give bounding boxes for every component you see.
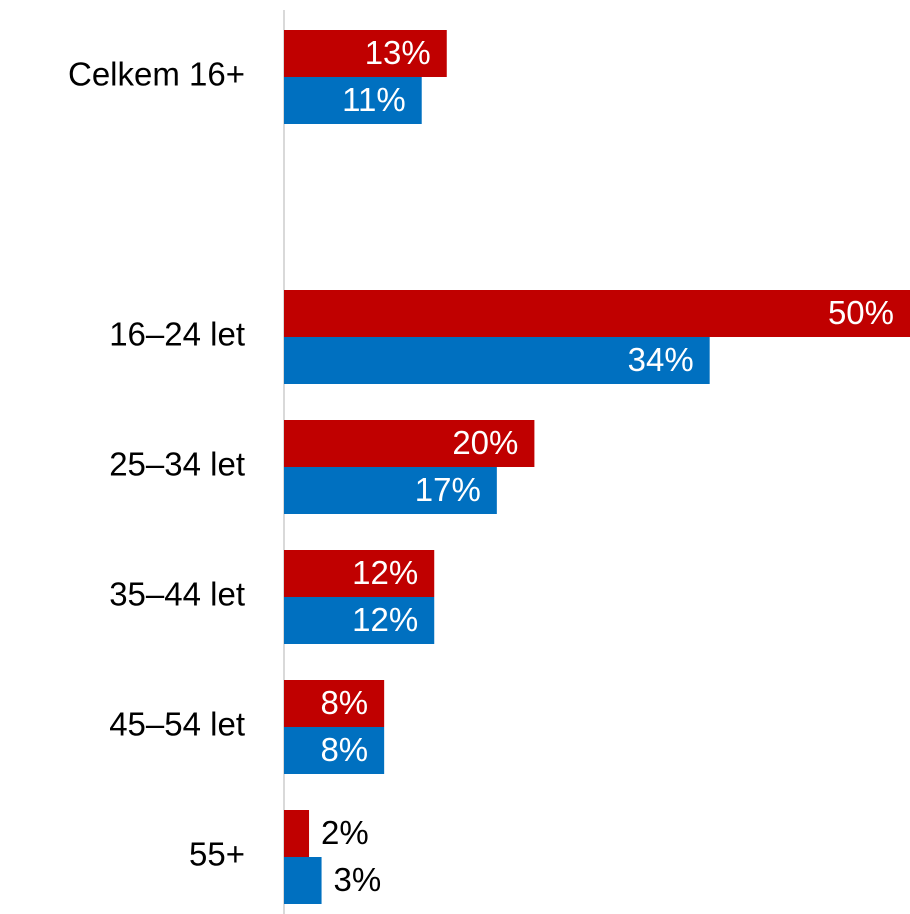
category-label: 55+: [189, 836, 245, 873]
value-label: 3%: [334, 861, 382, 898]
bar: [284, 420, 535, 467]
category-label: 25–34 let: [109, 446, 245, 483]
bar: [284, 77, 422, 124]
category-label: 45–54 let: [109, 706, 245, 743]
value-label: 34%: [628, 341, 694, 378]
bar: [284, 857, 322, 904]
value-label: 2%: [321, 814, 369, 851]
bar: [284, 467, 497, 514]
bar: [284, 337, 710, 384]
bar: [284, 680, 385, 727]
value-label: 13%: [365, 34, 431, 71]
category-label: Celkem 16+: [68, 56, 245, 93]
bar: [284, 290, 910, 337]
category-label: 35–44 let: [109, 576, 245, 613]
bar: [284, 550, 435, 597]
bar: [284, 30, 447, 77]
value-label: 8%: [320, 684, 368, 721]
bar: [284, 810, 310, 857]
value-label: 12%: [352, 601, 418, 638]
value-label: 11%: [342, 81, 406, 118]
bar: [284, 597, 435, 644]
category-label: 16–24 let: [109, 316, 245, 353]
value-label: 20%: [452, 424, 518, 461]
value-label: 17%: [415, 471, 481, 508]
value-label: 50%: [828, 294, 894, 331]
value-label: 12%: [352, 554, 418, 591]
value-label: 8%: [320, 731, 368, 768]
bar: [284, 727, 385, 774]
